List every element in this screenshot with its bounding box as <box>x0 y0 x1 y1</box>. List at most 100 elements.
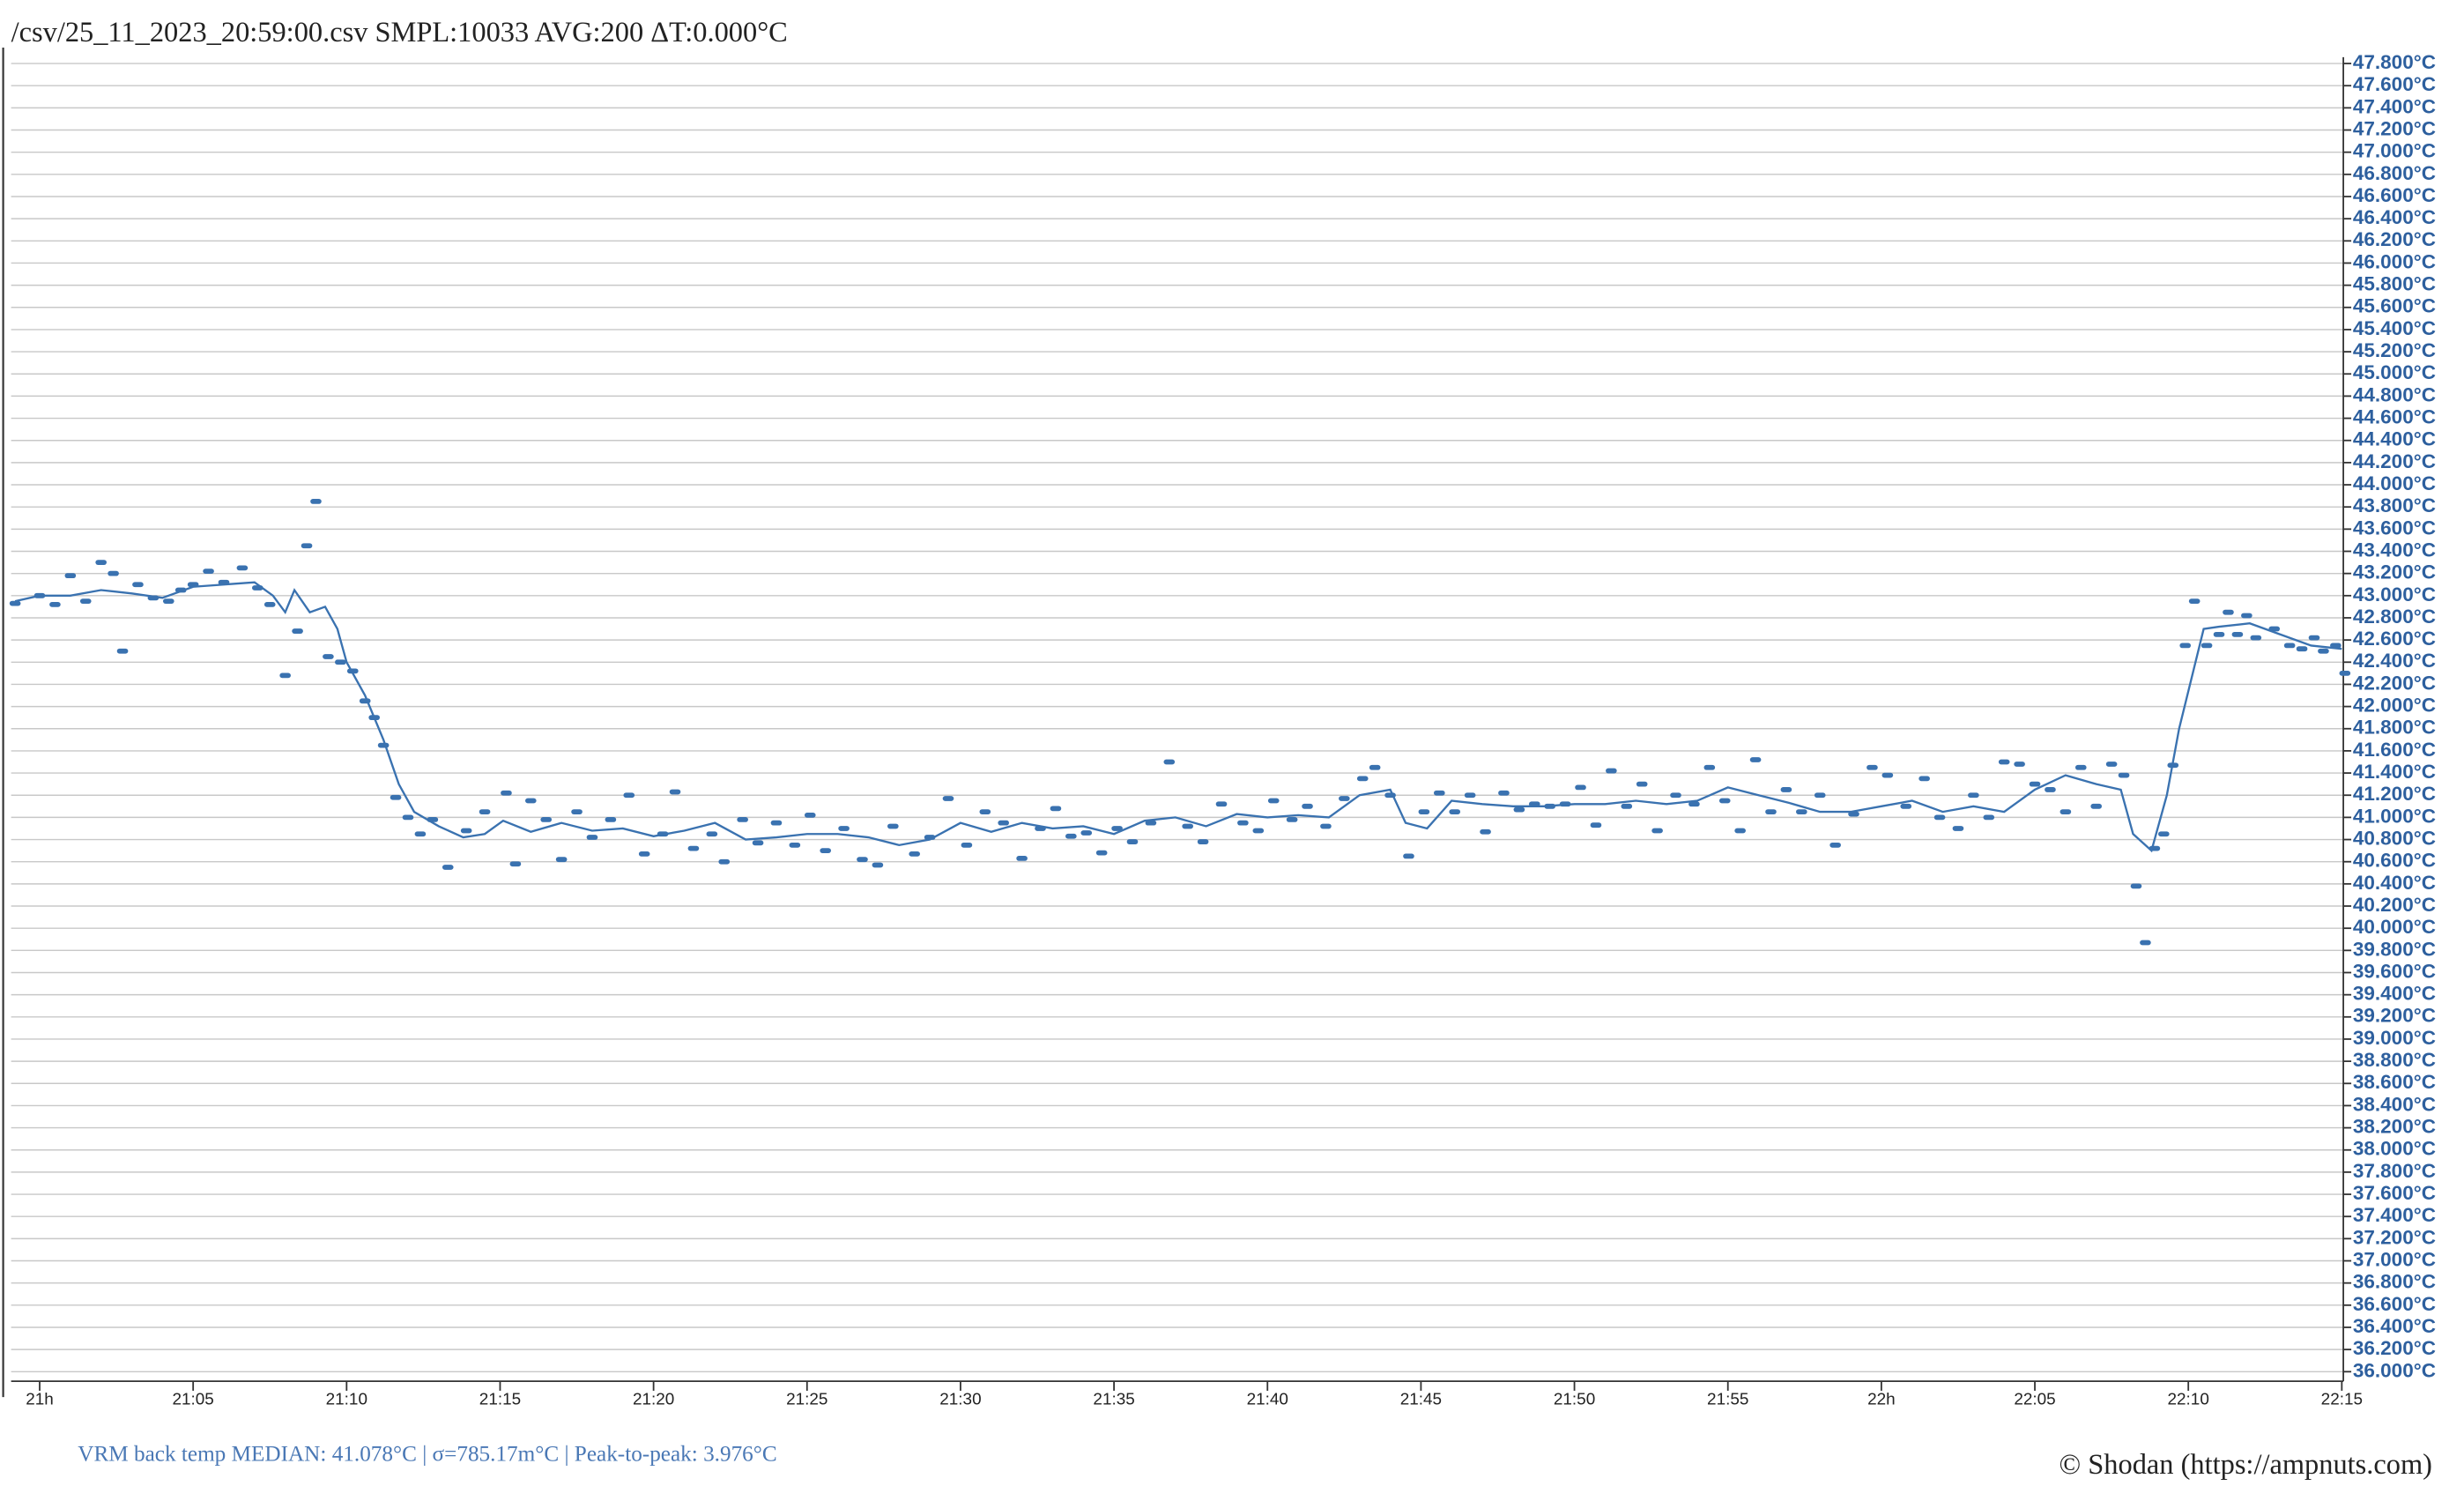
data-point <box>770 820 783 826</box>
y-tick-label: 37.400°C <box>2353 1204 2436 1226</box>
data-point <box>1670 792 1681 799</box>
y-tick-label: 38.800°C <box>2353 1049 2436 1071</box>
y-tick-label: 46.000°C <box>2353 250 2436 272</box>
data-point <box>1197 839 1209 844</box>
data-point <box>2283 643 2296 649</box>
data-point <box>1718 798 1731 804</box>
data-point <box>79 598 92 604</box>
y-tick-label: 41.800°C <box>2353 717 2436 739</box>
data-point <box>1867 764 1878 770</box>
x-tick-label: 21:50 <box>1554 1391 1595 1409</box>
y-tick-label: 42.200°C <box>2353 672 2436 694</box>
y-tick-label: 41.200°C <box>2353 783 2436 805</box>
data-point <box>623 792 635 799</box>
data-point <box>857 857 868 863</box>
x-tick-label: 22h <box>1867 1391 1896 1409</box>
data-point <box>2241 613 2252 619</box>
y-tick-label: 41.400°C <box>2353 761 2436 783</box>
data-point <box>1433 790 1445 796</box>
data-point <box>1182 823 1193 829</box>
data-point <box>718 858 731 865</box>
y-tick-label: 37.800°C <box>2353 1160 2436 1182</box>
data-point <box>1513 806 1525 813</box>
data-point <box>1606 768 1617 774</box>
data-point <box>1933 814 1946 821</box>
data-point <box>820 848 831 854</box>
y-tick-label: 42.000°C <box>2353 695 2436 717</box>
y-tick-label: 45.600°C <box>2353 295 2436 317</box>
y-tick-label: 38.000°C <box>2353 1138 2436 1160</box>
data-point <box>1919 776 1930 782</box>
data-point <box>263 601 276 607</box>
y-tick-label: 36.200°C <box>2353 1337 2436 1359</box>
data-point <box>804 812 816 818</box>
x-tick-label: 22:10 <box>2168 1391 2209 1409</box>
data-point <box>605 817 617 822</box>
data-point <box>2158 831 2170 837</box>
y-tick-label: 41.600°C <box>2353 739 2436 761</box>
data-point <box>1252 828 1265 834</box>
data-point <box>752 840 764 846</box>
y-tick-label: 39.600°C <box>2353 960 2436 982</box>
data-point <box>1016 856 1028 861</box>
data-point <box>1286 817 1298 822</box>
data-point <box>1126 839 1139 844</box>
data-point <box>460 828 472 834</box>
data-point <box>1163 759 1176 765</box>
data-point <box>1881 772 1894 778</box>
data-point <box>236 565 249 571</box>
data-point <box>1237 820 1249 826</box>
y-tick-label: 46.800°C <box>2353 162 2436 184</box>
y-tick-label: 47.000°C <box>2353 140 2436 162</box>
data-point <box>2179 643 2192 649</box>
data-point <box>961 842 973 848</box>
data-point <box>1651 828 1663 834</box>
x-tick-label: 21:45 <box>1400 1391 1442 1409</box>
data-point <box>1688 801 1700 807</box>
data-point <box>1749 757 1762 762</box>
x-tick-label: 21:05 <box>173 1391 214 1409</box>
y-tick-label: 37.000°C <box>2353 1248 2436 1270</box>
y-tick-label: 39.400°C <box>2353 983 2436 1005</box>
data-point <box>2060 809 2072 814</box>
y-tick-label: 43.600°C <box>2353 516 2436 539</box>
y-tick-label: 37.600°C <box>2353 1182 2436 1204</box>
y-tick-label: 36.600°C <box>2353 1293 2436 1315</box>
y-tick-label: 40.800°C <box>2353 827 2436 849</box>
x-tick-label: 21:30 <box>939 1391 981 1409</box>
y-tick-label: 39.200°C <box>2353 1005 2436 1027</box>
x-tick-label: 21:10 <box>326 1391 367 1409</box>
y-tick-label: 43.000°C <box>2353 583 2436 606</box>
data-point <box>335 659 346 665</box>
data-point <box>1464 792 1476 799</box>
y-tick-label: 43.400°C <box>2353 539 2436 561</box>
x-tick-label: 21:40 <box>1247 1391 1288 1409</box>
y-tick-label: 40.600°C <box>2353 850 2436 872</box>
data-point <box>1215 801 1228 807</box>
data-point <box>1703 764 1716 770</box>
x-tick-label: 22:05 <box>2014 1391 2055 1409</box>
data-point <box>1900 803 1912 809</box>
data-point <box>2029 781 2041 787</box>
y-tick-label: 41.000°C <box>2353 805 2436 827</box>
y-tick-label: 40.400°C <box>2353 872 2436 894</box>
data-point <box>162 598 174 604</box>
data-point <box>1050 806 1062 812</box>
data-point <box>1968 792 1979 799</box>
y-tick-label: 44.600°C <box>2353 406 2436 428</box>
data-point <box>872 862 884 868</box>
y-tick-label: 43.800°C <box>2353 494 2436 516</box>
x-tick-label: 21:25 <box>786 1391 828 1409</box>
y-tick-label: 44.800°C <box>2353 383 2436 405</box>
data-point <box>1998 759 2010 765</box>
data-point <box>1111 826 1123 831</box>
data-point <box>586 835 598 840</box>
data-point <box>571 809 583 814</box>
data-point <box>1267 798 1280 804</box>
y-tick-label: 42.800°C <box>2353 606 2436 628</box>
data-point <box>2045 787 2056 792</box>
y-tick-label: 40.200°C <box>2353 894 2436 916</box>
data-point <box>998 820 1010 826</box>
data-point <box>2188 598 2201 604</box>
